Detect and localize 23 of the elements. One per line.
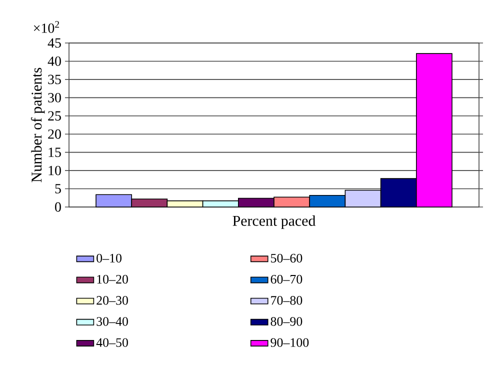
legend-label: 60–70 xyxy=(270,274,302,284)
legend-label: 80–90 xyxy=(270,317,302,326)
y-tick-label: 5 xyxy=(55,184,61,194)
y-tick-label: 40 xyxy=(48,56,61,66)
x-axis-title: Percent paced xyxy=(232,215,316,229)
legend-label: 40–50 xyxy=(96,338,128,347)
legend-label: 20–30 xyxy=(96,296,128,305)
legend-label: 50–60 xyxy=(271,254,302,263)
legend-label: 90–100 xyxy=(270,338,309,347)
legend-label: 70–80 xyxy=(271,296,302,305)
y-tick-label: 0 xyxy=(55,202,61,212)
y-tick-label: 30 xyxy=(48,92,61,102)
y-tick-label: 10 xyxy=(48,166,61,176)
y-tick-label: 25 xyxy=(48,111,61,121)
y-tick-label: 35 xyxy=(48,74,61,84)
legend-label: 0–10 xyxy=(96,254,122,263)
y-axis-title: Number of patients xyxy=(31,68,45,182)
legend-label: 30–40 xyxy=(96,317,128,326)
text: ×10$^{2}$ xyxy=(34,21,60,33)
legend-label: 10–20 xyxy=(97,274,128,284)
y-tick-label: 15 xyxy=(48,148,61,158)
y-tick-label: 20 xyxy=(48,129,61,139)
y-tick-label: 45 xyxy=(48,38,61,48)
